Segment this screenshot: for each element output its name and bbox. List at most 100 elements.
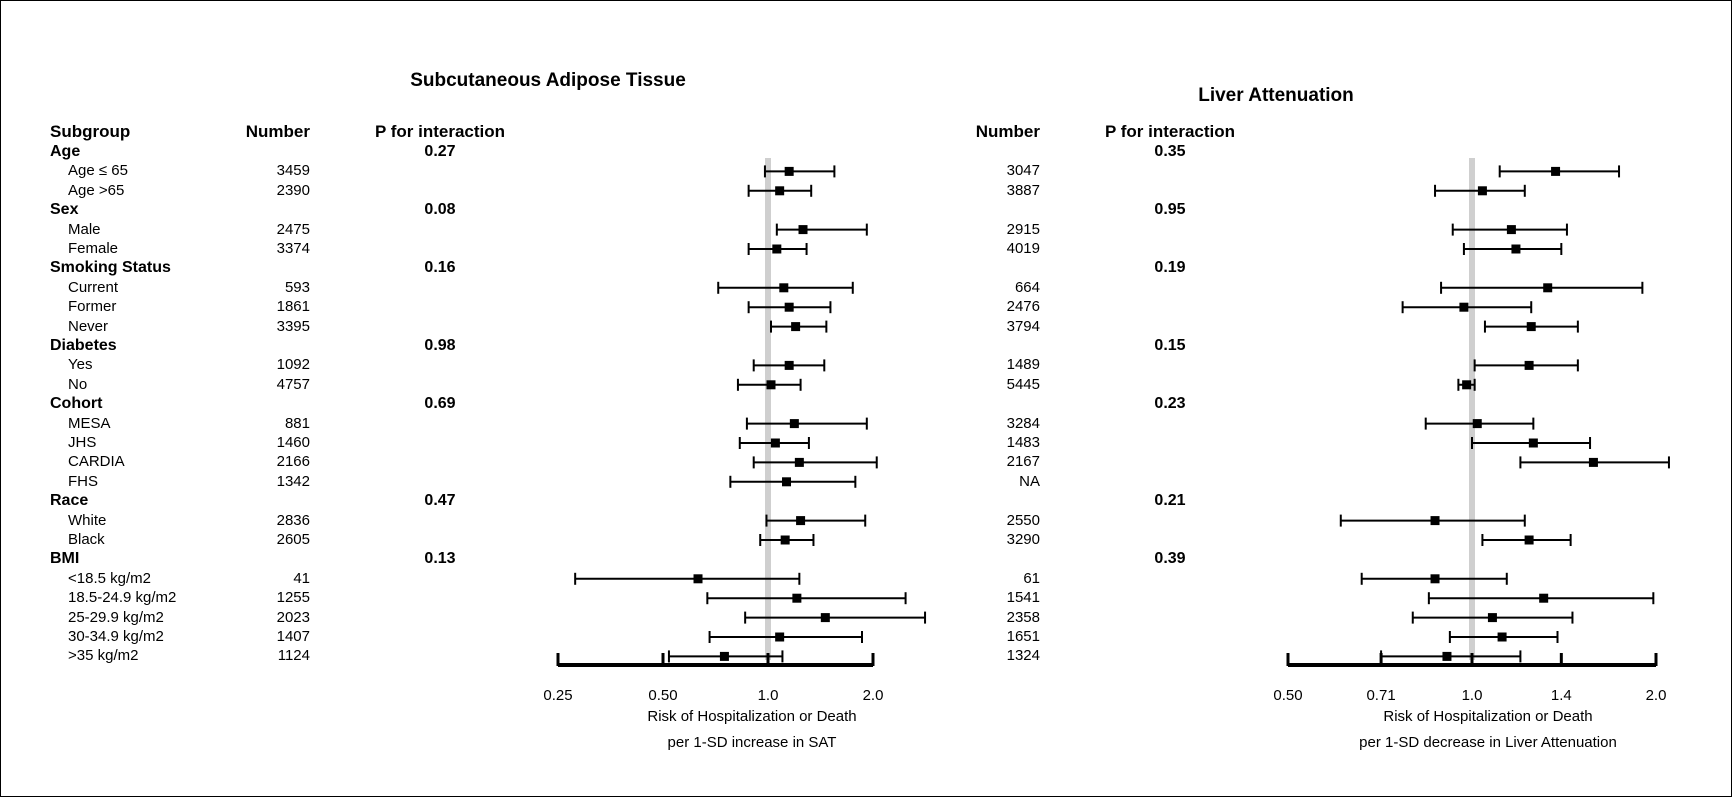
x-tick-label: 1.4 bbox=[1550, 687, 1572, 704]
sample-size: 5445 bbox=[1006, 375, 1040, 393]
sample-size: 41 bbox=[293, 569, 310, 587]
p-interaction-value: 0.35 bbox=[1154, 143, 1186, 160]
point-estimate bbox=[784, 360, 794, 370]
sample-size: 1092 bbox=[276, 356, 310, 374]
subgroup-label: Yes bbox=[68, 356, 93, 374]
point-estimate bbox=[1588, 457, 1598, 467]
point-estimate bbox=[779, 283, 789, 293]
subgroup-label: Current bbox=[68, 278, 119, 296]
subgroup-label: Black bbox=[68, 531, 105, 548]
sample-size: 2605 bbox=[276, 531, 310, 548]
point-estimate bbox=[798, 225, 808, 235]
sample-size: 2166 bbox=[276, 453, 310, 471]
sample-size: 1541 bbox=[1006, 589, 1040, 607]
subgroup-heading: Cohort bbox=[50, 395, 103, 413]
sample-size: 2836 bbox=[276, 511, 310, 529]
p-interaction-value: 0.16 bbox=[424, 259, 456, 277]
subgroup-heading: Race bbox=[50, 492, 89, 510]
sample-size: 1342 bbox=[276, 472, 310, 490]
point-estimate bbox=[1442, 651, 1452, 661]
point-estimate bbox=[775, 632, 785, 642]
sample-size: 881 bbox=[284, 414, 310, 432]
subgroup-label: 25-29.9 kg/m2 bbox=[68, 608, 164, 626]
sample-size: 3047 bbox=[1006, 162, 1040, 180]
panel-title: Liver Attenuation bbox=[1198, 85, 1354, 106]
sample-size: 2167 bbox=[1006, 453, 1040, 471]
x-tick-label: 0.71 bbox=[1366, 687, 1396, 704]
sample-size: 1460 bbox=[276, 434, 310, 451]
subgroup-heading: BMI bbox=[50, 550, 80, 568]
subgroup-label: 18.5-24.9 kg/m2 bbox=[68, 589, 177, 607]
p-interaction-value: 0.13 bbox=[424, 550, 456, 568]
point-estimate bbox=[792, 593, 802, 603]
point-estimate bbox=[693, 574, 703, 584]
x-axis-label-line2: per 1-SD increase in SAT bbox=[667, 734, 837, 751]
point-estimate bbox=[1430, 516, 1440, 526]
sample-size: 61 bbox=[1023, 569, 1040, 587]
subgroup-heading: Smoking Status bbox=[50, 259, 171, 277]
x-tick-label: 0.25 bbox=[543, 687, 573, 704]
sample-size: 2915 bbox=[1006, 220, 1040, 238]
sample-size: 2476 bbox=[1006, 298, 1040, 316]
point-estimate bbox=[1524, 535, 1534, 545]
point-estimate bbox=[719, 651, 729, 661]
sample-size: 1324 bbox=[1006, 647, 1040, 665]
subgroup-label: White bbox=[68, 511, 107, 529]
point-estimate bbox=[1511, 244, 1521, 254]
reference-line bbox=[765, 158, 771, 660]
subgroup-label: FHS bbox=[68, 472, 98, 490]
point-estimate bbox=[1430, 574, 1440, 584]
subgroup-label: Former bbox=[68, 298, 117, 316]
point-estimate bbox=[766, 380, 776, 390]
sample-size: 1255 bbox=[276, 589, 310, 607]
subgroup-label: Age >65 bbox=[68, 181, 125, 199]
point-estimate bbox=[1528, 438, 1538, 448]
point-estimate bbox=[791, 322, 801, 332]
x-tick-label: 1.0 bbox=[1461, 687, 1483, 704]
p-interaction-value: 0.19 bbox=[1154, 259, 1186, 277]
subgroup-heading: Sex bbox=[50, 201, 79, 219]
point-estimate bbox=[775, 186, 785, 196]
subgroup-heading: Diabetes bbox=[50, 337, 117, 354]
x-tick-label: 2.0 bbox=[1645, 687, 1667, 704]
sample-size: 3290 bbox=[1006, 531, 1040, 548]
sample-size: 3794 bbox=[1006, 317, 1040, 335]
point-estimate bbox=[796, 516, 806, 526]
sample-size: 2550 bbox=[1006, 511, 1040, 529]
p-interaction-value: 0.23 bbox=[1154, 395, 1186, 413]
column-header-p-interaction: P for interaction bbox=[1104, 122, 1236, 141]
sample-size: 2023 bbox=[276, 608, 310, 626]
point-estimate bbox=[772, 244, 782, 254]
sample-size: 3284 bbox=[1006, 414, 1040, 432]
point-estimate bbox=[1551, 166, 1561, 176]
subgroup-label: 30-34.9 kg/m2 bbox=[68, 628, 164, 645]
subgroup-label: No bbox=[68, 375, 88, 393]
x-tick-label: 0.50 bbox=[1273, 687, 1303, 704]
subgroup-label: <18.5 kg/m2 bbox=[68, 569, 151, 587]
point-estimate bbox=[1497, 632, 1507, 642]
column-header-number: Number bbox=[245, 122, 310, 141]
reference-line bbox=[1469, 158, 1475, 660]
point-estimate bbox=[782, 477, 792, 487]
column-header-number: Number bbox=[975, 122, 1040, 141]
sample-size: 1861 bbox=[276, 298, 310, 316]
point-estimate bbox=[1539, 593, 1549, 603]
x-tick-label: 1.0 bbox=[757, 687, 779, 704]
column-header-subgroup: Subgroup bbox=[50, 122, 131, 141]
p-interaction-value: 0.39 bbox=[1154, 550, 1186, 568]
sample-size: 2390 bbox=[276, 181, 310, 199]
point-estimate bbox=[1524, 360, 1534, 370]
p-interaction-value: 0.69 bbox=[424, 395, 456, 413]
subgroup-label: Age ≤ 65 bbox=[68, 162, 128, 180]
p-interaction-value: 0.27 bbox=[424, 143, 456, 160]
subgroup-label: JHS bbox=[68, 434, 97, 451]
column-header-p-interaction: P for interaction bbox=[374, 122, 506, 141]
x-axis-label: Risk of Hospitalization or Death bbox=[647, 708, 857, 725]
sample-size: 3887 bbox=[1006, 181, 1040, 199]
subgroup-label: MESA bbox=[68, 414, 111, 432]
sample-size: 593 bbox=[284, 278, 310, 296]
sample-size: 4757 bbox=[276, 375, 310, 393]
p-interaction-value: 0.21 bbox=[1154, 492, 1186, 510]
sample-size: 3459 bbox=[276, 162, 310, 180]
